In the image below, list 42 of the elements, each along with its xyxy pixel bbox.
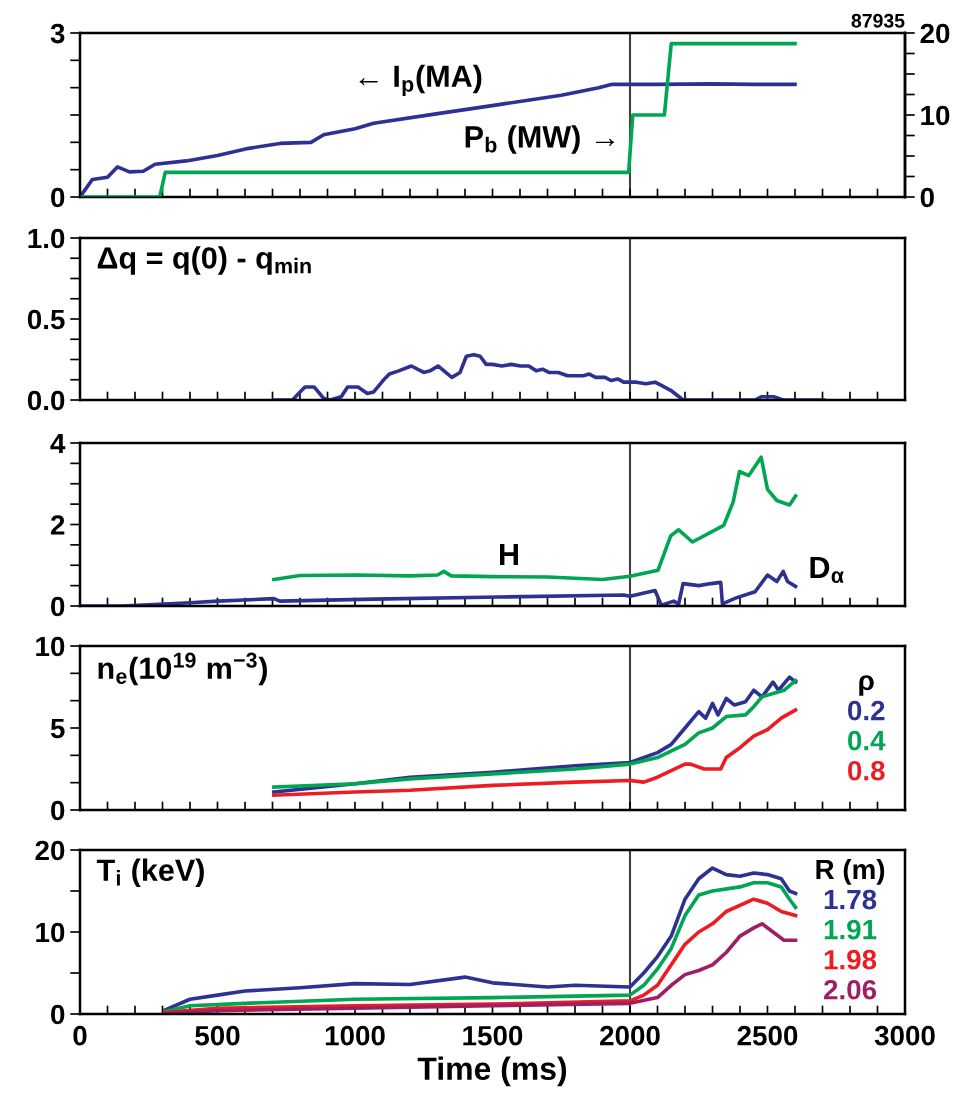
y-tick-label: 0 [51,187,65,208]
text: 0.2 [848,700,885,721]
annotation: Δq = q(0) - q$_{min}$ [97,246,311,275]
y-tick-label: 10 [36,636,65,657]
annotation: H [500,543,518,565]
text: 0.4 [848,730,886,751]
x-tick-label: 1500 [463,1025,523,1046]
series-label: 1.98 [824,949,877,970]
y-tick-label: 0.0 [27,390,65,411]
y-tick-label: 5 [50,718,65,739]
chart-title: 87935 [851,13,905,28]
x-tick-label: 2500 [737,1025,798,1046]
y-tick-label: 4 [50,433,66,454]
x-tick-label: 2000 [600,1025,660,1046]
y-tick-label: 2 [50,515,65,535]
legend-title: ρ [859,675,874,696]
annotation: D$_{α}$ [810,556,844,584]
x-axis-title: Time (ms) [417,1056,567,1087]
series-label: 1.91 [824,919,877,940]
y2-tick-label: 0 [920,187,934,208]
series-label: 2.06 [824,979,877,1000]
y-tick-label: 0 [51,800,65,821]
y-tick-label: 0 [51,1004,65,1025]
x-tick-label: 0 [73,1025,87,1046]
series-label: 1.78 [824,889,877,910]
y2-tick-label: 10 [921,105,950,126]
annotation: P$_{b}$ (MW) → [465,125,615,154]
y-tick-label: 10 [36,922,65,943]
annotation: T$_{i}$ (keV) [96,858,204,888]
y2-tick-label: 20 [920,23,950,44]
legend-title: R (m) [816,858,885,885]
y-tick-label: 20 [35,840,65,861]
y-tick-label: 0.5 [27,309,65,330]
text: 0.8 [848,760,885,781]
annotation: ← I$_{p}$(MA) [359,64,482,97]
y-tick-label: 1.0 [28,228,65,249]
annotation: n$_{e}$(10$^{19}$ m$^{−3}$) [98,652,267,686]
y-tick-label: 0 [51,596,65,617]
y-tick-label: 3 [50,23,65,44]
x-tick-label: 500 [195,1025,240,1046]
x-tick-label: 3000 [874,1025,935,1046]
x-tick-label: 1000 [325,1025,385,1046]
